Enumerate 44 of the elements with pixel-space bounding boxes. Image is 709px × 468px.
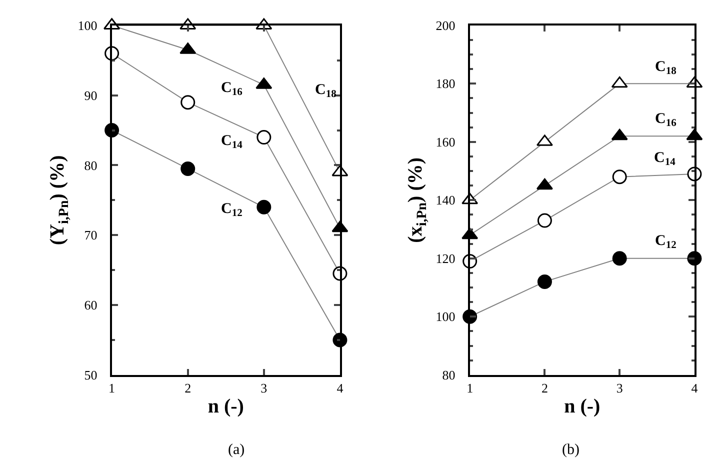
- point: [611, 128, 628, 140]
- point: [256, 200, 272, 214]
- series-label: C$_{18}$: [315, 82, 336, 100]
- y-tick-label: 60: [84, 298, 98, 313]
- x-tick-label: 4: [336, 380, 344, 396]
- point: [537, 274, 552, 289]
- point: [612, 170, 627, 184]
- series-label: C$_{16}$: [221, 80, 242, 98]
- series-label: C$_{14}$: [221, 133, 244, 152]
- y-tick-label: 90: [84, 88, 98, 103]
- point: [536, 178, 553, 190]
- x-axis-title: n (-): [564, 395, 600, 418]
- y-tick-label: 80: [442, 367, 456, 382]
- point: [256, 130, 272, 145]
- x-tick-label: 2: [184, 380, 192, 396]
- x-tick-label: 3: [616, 380, 623, 396]
- y-tick-label: 120: [436, 250, 456, 266]
- y-tick-label: 140: [436, 192, 456, 208]
- x-tick-label: 3: [260, 380, 268, 396]
- series-label: C$_{18}$: [655, 59, 676, 78]
- y-tick-label: 100: [436, 309, 456, 324]
- y-tick-label: 100: [78, 18, 98, 33]
- x-axis-title: n (-): [208, 395, 244, 418]
- x-tick-label: 1: [466, 380, 474, 396]
- point: [180, 95, 196, 110]
- y-tick-label: 70: [84, 228, 98, 243]
- x-tick-label: 1: [108, 380, 116, 396]
- series-label: C$_{12}$: [221, 201, 242, 220]
- series-label: C$_{12}$: [655, 233, 676, 252]
- series-label: C$_{14}$: [654, 150, 676, 168]
- point: [537, 213, 552, 228]
- y-tick-label: 200: [436, 18, 456, 33]
- text: (a): [228, 442, 245, 458]
- y-tick-label: 50: [84, 367, 98, 382]
- x-tick-label: 4: [691, 380, 698, 396]
- y-tick-label: 180: [436, 76, 456, 92]
- text: (b): [562, 442, 580, 458]
- series-label: C$_{16}$: [655, 111, 676, 130]
- y-tick-label: 80: [84, 158, 98, 173]
- x-tick-label: 2: [541, 380, 548, 396]
- point: [612, 251, 627, 266]
- point: [180, 161, 196, 176]
- y-tick-label: 160: [436, 134, 456, 150]
- point: [611, 76, 628, 88]
